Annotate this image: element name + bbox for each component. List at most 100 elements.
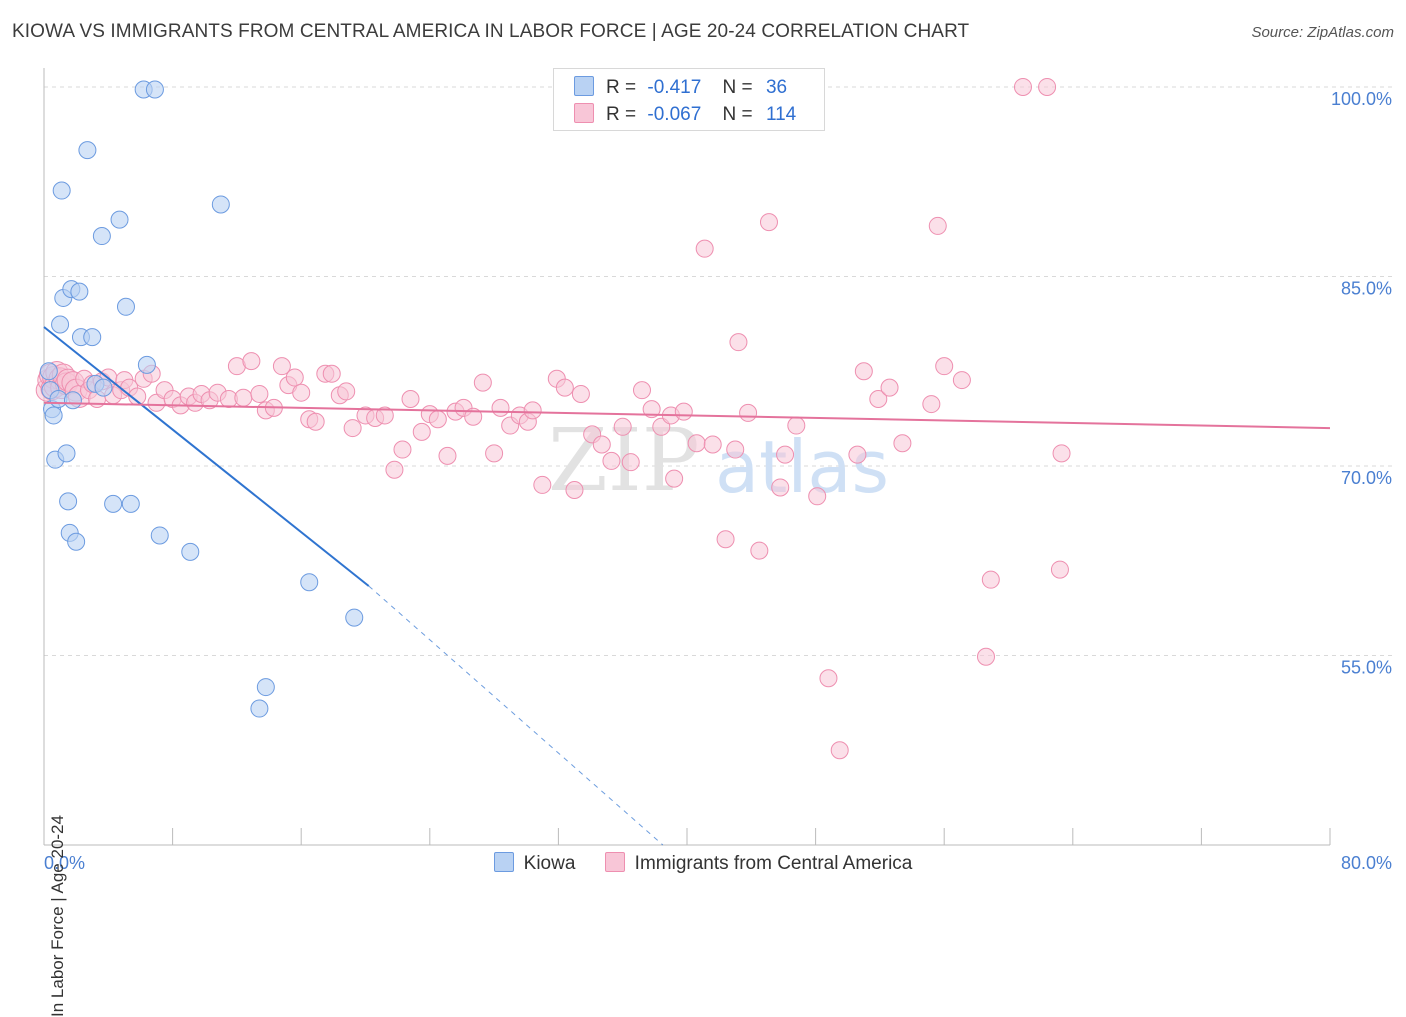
cam-legend-swatch	[604, 852, 625, 872]
legend-row-kiowa: R = -0.417 N = 36	[574, 76, 787, 100]
cam-point	[739, 403, 758, 422]
cam-point	[729, 333, 748, 352]
cam-point	[808, 487, 827, 506]
cam-point	[438, 446, 457, 465]
kiowa-point	[121, 494, 140, 513]
kiowa-legend-label: Kiowa	[523, 853, 576, 874]
cam-point	[242, 352, 261, 371]
kiowa-point	[256, 678, 275, 697]
cam-point	[787, 416, 806, 435]
cam-point	[343, 419, 362, 438]
kiowa-n-label: N =	[722, 77, 753, 98]
trend-lines	[43, 326, 1331, 846]
cam-point	[602, 451, 621, 470]
cam-trend-line	[43, 401, 1331, 430]
cam-point	[565, 480, 584, 499]
kiowa-point	[78, 141, 97, 160]
kiowa-point	[52, 181, 71, 200]
cam-point	[1013, 77, 1032, 96]
y-tick-label: 85.0%	[1341, 278, 1392, 298]
cam-point	[981, 570, 1000, 589]
cam-point	[1050, 560, 1069, 579]
cam-point	[776, 445, 795, 464]
series-central-america-points	[35, 77, 1071, 760]
cam-point	[665, 469, 684, 488]
kiowa-r-label: R =	[606, 77, 637, 98]
cam-point	[952, 371, 971, 390]
cam-point	[523, 401, 542, 420]
cam-point	[464, 407, 483, 426]
cam-point	[771, 478, 790, 497]
cam-point	[759, 213, 778, 232]
kiowa-point	[250, 699, 269, 718]
y-axis-label: In Labor Force | Age 20-24	[48, 815, 67, 1017]
y-tick-label: 70.0%	[1341, 468, 1392, 488]
cam-point	[613, 417, 632, 436]
kiowa-point	[63, 391, 82, 410]
cam-point	[322, 364, 341, 383]
kiowa-point	[67, 532, 86, 551]
cam-swatch	[574, 103, 594, 123]
cam-point	[533, 475, 552, 494]
kiowa-r-value: -0.417	[647, 77, 702, 98]
kiowa-trend-line	[43, 326, 370, 587]
cam-n-label: N =	[722, 104, 753, 125]
kiowa-point	[181, 542, 200, 561]
kiowa-point	[59, 492, 78, 511]
kiowa-point	[211, 195, 230, 214]
cam-point	[848, 445, 867, 464]
cam-n-value: 114	[765, 104, 797, 125]
scatter-plot: ZIP atlas 55.0% 70.0% 85.0% 100.0% 0.0% 80.0%	[35, 68, 1392, 873]
cam-point	[1052, 444, 1071, 463]
stats-legend: R = -0.417 N = 36 R = -0.067 N = 114	[553, 68, 825, 131]
cam-point	[234, 388, 253, 407]
cam-point	[385, 460, 404, 479]
source-label: Source: ZipAtlas.com	[1251, 24, 1394, 41]
legend-row-cam: R = -0.067 N = 114	[574, 103, 796, 127]
cam-point	[621, 453, 640, 472]
cam-point	[250, 384, 269, 403]
chart-title: KIOWA VS IMMIGRANTS FROM CENTRAL AMERICA…	[12, 21, 970, 42]
kiowa-legend-swatch	[493, 852, 514, 872]
x-tick-label-min: 0.0%	[44, 853, 85, 873]
kiowa-point	[92, 227, 111, 246]
grid-lines	[44, 86, 1392, 656]
cam-point	[428, 410, 447, 429]
cam-point	[750, 541, 769, 560]
kiowa-point	[150, 526, 169, 545]
cam-point	[632, 381, 651, 400]
cam-point	[292, 383, 311, 402]
kiowa-point	[345, 608, 364, 627]
kiowa-point	[145, 80, 164, 99]
kiowa-swatch	[574, 76, 594, 96]
cam-point	[687, 434, 706, 453]
cam-point	[555, 378, 574, 397]
cam-point	[571, 384, 590, 403]
cam-point	[976, 647, 995, 666]
kiowa-point	[137, 355, 156, 374]
y-tick-label: 100.0%	[1331, 89, 1392, 109]
cam-point	[285, 368, 304, 387]
cam-point	[674, 402, 693, 421]
cam-point	[880, 378, 899, 397]
cam-point	[854, 362, 873, 381]
kiowa-n-value: 36	[765, 77, 788, 98]
series-kiowa-points	[39, 80, 364, 718]
cam-r-value: -0.067	[647, 104, 702, 125]
kiowa-point	[94, 378, 113, 397]
cam-point	[695, 239, 714, 258]
cam-point	[928, 216, 947, 235]
kiowa-trend-extension	[368, 585, 664, 846]
cam-point	[726, 440, 745, 459]
cam-r-label: R =	[606, 104, 637, 125]
watermark-atlas: atlas	[715, 425, 889, 509]
cam-point	[412, 422, 431, 441]
cam-point	[1038, 77, 1057, 96]
cam-point	[491, 398, 510, 417]
cam-point	[935, 357, 954, 376]
cam-point	[703, 435, 722, 454]
kiowa-point	[51, 315, 70, 334]
kiowa-point	[104, 494, 123, 513]
axes	[43, 68, 1331, 846]
kiowa-point	[39, 362, 58, 381]
